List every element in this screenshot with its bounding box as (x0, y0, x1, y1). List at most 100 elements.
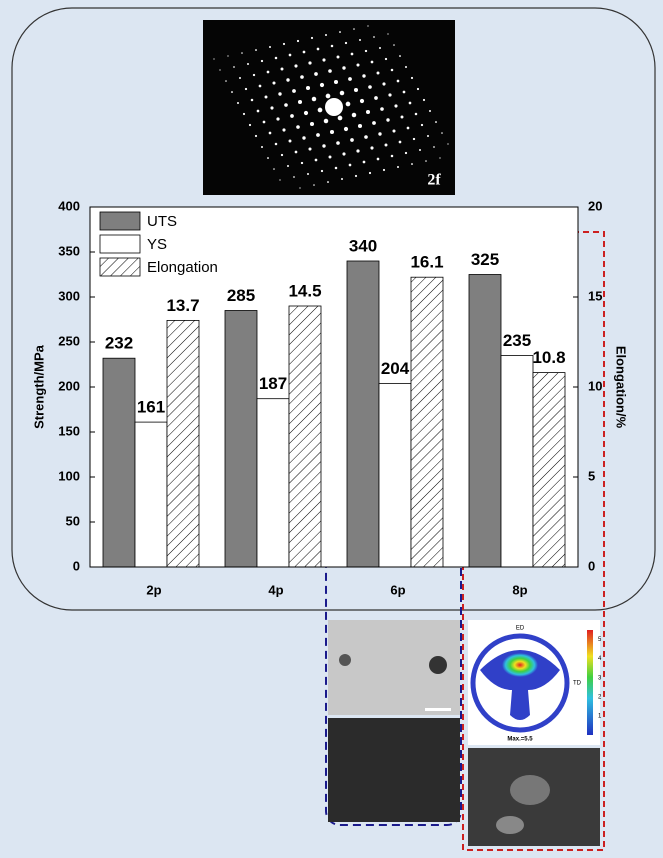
diffraction-spot (267, 157, 269, 159)
y-axis-title: Strength/MPa (31, 344, 46, 429)
diffraction-spot (354, 174, 358, 178)
diffraction-spot (339, 90, 345, 96)
diffraction-spot (286, 78, 290, 82)
diffraction-spot (337, 115, 343, 121)
diffraction-spot (314, 72, 318, 76)
diffraction-spot (317, 107, 323, 113)
diffraction-spot (342, 66, 346, 70)
diffraction-spot (280, 153, 284, 157)
legend-swatch (99, 234, 141, 254)
colorbar-tick: 1 (598, 713, 602, 719)
diffraction-spot (336, 55, 340, 59)
value-label: 204 (381, 359, 410, 378)
diffraction-spot (396, 79, 400, 83)
diffraction-spot (227, 55, 229, 57)
value-label: 13.7 (166, 296, 199, 315)
x-tick-label: 4p (268, 582, 283, 597)
diffraction-spot (294, 64, 298, 68)
diffraction-spot (236, 101, 240, 105)
diffraction-spot (357, 123, 363, 129)
diffraction-spot (322, 58, 326, 62)
diffraction-spot (342, 152, 346, 156)
diffraction-spot (300, 161, 304, 165)
legend-label: YS (147, 236, 167, 253)
diffraction-spot (225, 80, 227, 82)
diffraction-spot (260, 59, 264, 63)
diffraction-spot (362, 160, 366, 164)
diffraction-spot (414, 112, 418, 116)
diffraction-spot (433, 146, 435, 148)
micrograph (328, 620, 600, 846)
value-label: 340 (349, 236, 377, 255)
diffraction-spot (439, 157, 441, 159)
y-tick-label: 200 (58, 378, 80, 393)
diffraction-spot (320, 169, 324, 173)
diffraction-spot (380, 107, 384, 111)
y2-tick-label: 20 (588, 198, 602, 213)
bar (102, 357, 136, 568)
diffraction-spot (282, 42, 286, 46)
diffraction-spot (299, 187, 301, 189)
diffraction-spot (258, 84, 262, 88)
value-label: 325 (471, 250, 499, 269)
pole-label: TD (573, 681, 582, 687)
legend-swatch (99, 257, 141, 277)
diffraction-spot (441, 132, 443, 134)
diffraction-spot (353, 28, 355, 30)
y-tick-label: 100 (58, 468, 80, 483)
diffraction-spot (319, 82, 325, 88)
diffraction-spot (400, 115, 404, 119)
diffraction-spot (274, 56, 278, 60)
diffraction-spot (411, 163, 413, 165)
diffraction-spot (314, 158, 318, 162)
diffraction-spot (280, 67, 284, 71)
diffraction-spot (367, 25, 369, 27)
diffraction-spot (322, 144, 326, 148)
rounded-frame (11, 7, 656, 611)
y-tick-label: 350 (58, 243, 80, 258)
diffraction-spot (435, 121, 437, 123)
value-label: 10.8 (532, 348, 565, 367)
diffraction-spot (219, 69, 221, 71)
diffraction-spot (300, 75, 304, 79)
diffraction-spot (370, 146, 374, 150)
diffraction-spot (272, 81, 276, 85)
diffraction-spot (406, 126, 410, 130)
diffraction-spot (239, 77, 241, 79)
value-label: 232 (105, 334, 133, 353)
y2-axis-title: Elongation/% (614, 346, 629, 429)
diffraction-image: 2f (203, 20, 455, 195)
diffraction-spot (307, 173, 309, 175)
diffraction-spot (419, 149, 421, 151)
diffraction-spot (344, 41, 348, 45)
diffraction-spot (345, 101, 351, 107)
diffraction-spot (427, 135, 429, 137)
diffraction-spot (328, 155, 332, 159)
diffraction-spot (311, 96, 317, 102)
legend-label: Elongation (147, 259, 218, 276)
diffraction-spot (384, 57, 388, 61)
diffraction-spot (386, 118, 390, 122)
diffraction-spot (213, 58, 215, 60)
value-label: 285 (227, 286, 255, 305)
diffraction-spot (324, 33, 328, 37)
diffraction-spot (276, 117, 280, 121)
diffraction-spot (422, 98, 426, 102)
bar (378, 382, 412, 568)
diffraction-spot (359, 98, 365, 104)
plot-frame (89, 206, 579, 568)
pole-label: ED (516, 626, 525, 632)
diffraction-spot (340, 177, 344, 181)
image-label: 2f (427, 172, 441, 189)
diffraction-spot (390, 154, 394, 158)
diffraction-spot (242, 112, 246, 116)
value-label: 161 (137, 398, 165, 417)
diffraction-spot (404, 151, 408, 155)
diffraction-spot (233, 66, 235, 68)
value-label: 16.1 (410, 253, 443, 272)
diffraction-spot (273, 168, 275, 170)
diffraction-spot (402, 90, 406, 94)
diffraction-spot (270, 106, 274, 110)
diffraction-spot (399, 55, 401, 57)
